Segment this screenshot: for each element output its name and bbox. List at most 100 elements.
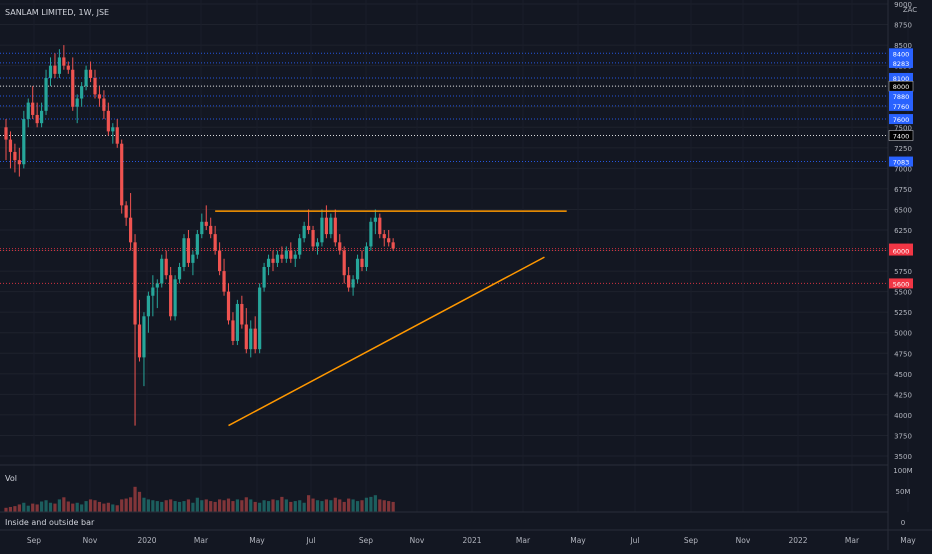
level-price-tag (889, 114, 913, 125)
candle-body (262, 266, 266, 288)
volume-bar (164, 500, 168, 512)
volume-bar (244, 497, 248, 512)
volume-bar (93, 500, 97, 512)
candle-body (102, 98, 106, 111)
volume-bar (213, 501, 217, 512)
volume-bar (106, 502, 110, 512)
level-price-tag (889, 100, 913, 111)
candle-body (164, 258, 168, 276)
volume-bar (218, 499, 222, 512)
candle-body (226, 291, 231, 321)
volume-bar (80, 504, 84, 512)
volume-bar (298, 500, 302, 512)
candle-body (204, 221, 208, 226)
candle-body (351, 279, 355, 288)
volume-bar (204, 499, 208, 512)
candle-body (266, 258, 271, 267)
candle-body (173, 279, 177, 317)
volume-bar (97, 501, 102, 512)
time-tick-label: May (570, 536, 586, 545)
volume-bar (266, 501, 271, 512)
volume-bar (88, 499, 93, 512)
time-tick-label: Nov (83, 536, 98, 545)
volume-bar (307, 495, 311, 512)
candle-body (26, 102, 30, 120)
volume-bar (275, 500, 280, 512)
volume-bar (26, 505, 30, 512)
time-tick-label: May (900, 536, 916, 545)
volume-bar (280, 496, 284, 512)
price-tick-label: 5750 (894, 268, 912, 276)
volume-bar (293, 501, 297, 512)
candle-body (271, 258, 275, 263)
price-axis[interactable]: 9000875085008250800077507500725070006750… (888, 1, 914, 527)
price-tick-label: 7500 (894, 124, 912, 132)
time-axis[interactable]: Sep Nov 2020 Mar May Jul Sep Nov 2021 Mar May Jul Se… (27, 536, 916, 545)
level-price-tag (888, 130, 914, 141)
candle-body (44, 77, 48, 111)
volume-bar (75, 502, 79, 512)
candle-body (378, 217, 382, 235)
candle-body (62, 57, 66, 66)
candle-body (137, 324, 142, 358)
time-tick-label: 2021 (462, 536, 481, 545)
volume-bar (137, 491, 142, 512)
candle-body (106, 110, 110, 132)
indicator-label: Inside and outside bar (5, 518, 95, 527)
level-price-tag (889, 245, 913, 256)
volume-bar (320, 501, 324, 512)
candle-body (4, 127, 8, 140)
volume-bar (173, 501, 177, 512)
volume-bar (351, 499, 355, 512)
time-tick-label: Mar (516, 536, 531, 545)
candle-body (169, 275, 173, 317)
level-price-label: 7400 (893, 132, 910, 140)
candle-body (369, 221, 373, 247)
candle-body (235, 303, 239, 341)
volume-bar (169, 499, 173, 512)
price-tick-label: 3750 (894, 432, 912, 440)
candle-body (53, 65, 57, 74)
level-price-label: 6000 (893, 248, 910, 256)
candle-body (289, 250, 293, 259)
volume-bar (360, 500, 364, 512)
candle-body (200, 221, 204, 235)
candle-body (213, 234, 217, 251)
candle-body (338, 242, 342, 251)
volume-bar (22, 502, 26, 512)
trendlines[interactable] (215, 210, 567, 427)
time-tick-label: Sep (359, 536, 373, 545)
candle-body (284, 250, 288, 259)
candle-body (333, 217, 337, 243)
price-tick-label: 8750 (894, 22, 912, 30)
candle-body (48, 65, 53, 78)
level-price-label: 7083 (893, 159, 910, 167)
price-tick-label: 4750 (894, 350, 912, 358)
volume-bar (258, 502, 262, 512)
volume-bar (191, 502, 195, 512)
volume-tick-label: 100M (893, 467, 912, 475)
candle-body (111, 127, 115, 132)
volume-bar (71, 503, 75, 512)
volume-bar (186, 499, 191, 512)
candle-body (222, 271, 226, 292)
volume-bar (231, 501, 235, 512)
candle-body (244, 324, 248, 350)
price-tick-label: 7250 (894, 145, 912, 153)
candle-body (240, 303, 244, 325)
candle-body (40, 110, 44, 124)
candle-body (329, 217, 333, 235)
level-price-label: 7880 (893, 93, 910, 101)
candle-body (311, 230, 315, 247)
candle-body (218, 250, 222, 272)
level-price-label: 8400 (893, 50, 910, 58)
level-price-tag (889, 156, 913, 167)
volume-bar (226, 498, 231, 512)
trendline-support[interactable] (228, 256, 545, 427)
candle-body (315, 242, 320, 247)
volume-bar (48, 502, 53, 512)
volume-bar (17, 504, 21, 512)
candle-body (382, 234, 386, 239)
candles (4, 45, 395, 426)
